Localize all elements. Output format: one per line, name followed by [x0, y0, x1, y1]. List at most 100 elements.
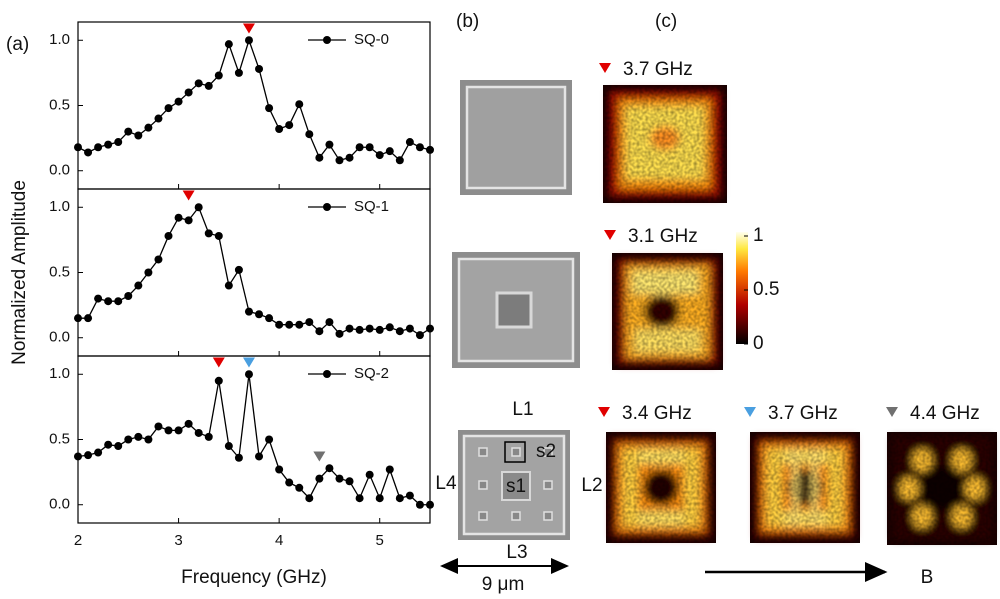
data-point [185, 88, 193, 96]
data-point [366, 325, 374, 333]
data-point [416, 143, 424, 151]
edge-label: L1 [512, 399, 533, 420]
data-point [265, 104, 273, 112]
data-point [386, 147, 394, 155]
data-point [74, 452, 82, 460]
colorbar [736, 232, 748, 344]
data-point [335, 330, 343, 338]
data-point [386, 466, 394, 474]
edge-label: L4 [435, 473, 457, 494]
data-point [235, 454, 243, 462]
data-point [154, 255, 162, 263]
data-point [275, 321, 283, 329]
data-point [265, 314, 273, 322]
data-point [305, 494, 313, 502]
data-point [335, 475, 343, 483]
data-point [74, 314, 82, 322]
data-point [325, 141, 333, 149]
data-point [396, 327, 404, 335]
data-point [265, 436, 273, 444]
series-line [78, 40, 430, 160]
colorbar-tick-label: 0 [753, 333, 764, 354]
data-point [285, 121, 293, 129]
peak-marker [213, 358, 225, 368]
data-point [255, 310, 263, 318]
legend-label: SQ-1 [354, 198, 389, 215]
heatmap [603, 85, 727, 203]
scale-label: 9 μm [482, 574, 525, 595]
series-line [78, 207, 430, 335]
heatmap [750, 432, 860, 543]
data-point [114, 297, 122, 305]
data-point [175, 214, 183, 222]
heatmap [887, 432, 997, 545]
y-tick-label: 1.0 [49, 31, 70, 48]
data-point [245, 308, 253, 316]
data-point [134, 132, 142, 140]
data-point [325, 464, 333, 472]
heatmap [612, 253, 723, 370]
data-point [165, 426, 173, 434]
mode-marker [744, 407, 756, 417]
data-point [295, 321, 303, 329]
heatmap-grain [603, 85, 727, 203]
x-tick-label: 4 [275, 532, 283, 549]
data-point [356, 326, 364, 334]
figure: (a) (b) (c) L1 L2 L3 L4 s1 s2 9 μm B 0.0… [0, 0, 1000, 599]
heatmap-grain [887, 432, 997, 545]
data-point [165, 232, 173, 240]
data-point [346, 154, 354, 162]
data-point [235, 266, 243, 274]
data-point [104, 441, 112, 449]
data-point [335, 156, 343, 164]
legend-marker [323, 36, 331, 44]
data-point [134, 433, 142, 441]
y-tick-label: 0.5 [49, 263, 70, 280]
x-tick-label: 5 [376, 532, 384, 549]
x-axis-label: Frequency (GHz) [181, 567, 327, 588]
panel-label: (a) [6, 34, 29, 55]
data-point [215, 71, 223, 79]
data-point [285, 321, 293, 329]
legend-marker [323, 370, 331, 378]
square-label: s2 [536, 441, 556, 462]
legend-marker [323, 203, 331, 211]
data-point [426, 501, 434, 509]
data-point [84, 451, 92, 459]
data-point [396, 494, 404, 502]
y-tick-label: 0.0 [49, 329, 70, 346]
data-point [416, 331, 424, 339]
data-point [315, 154, 323, 162]
data-point [325, 318, 333, 326]
data-point [205, 433, 213, 441]
data-point [275, 125, 283, 133]
data-point [175, 98, 183, 106]
data-point [376, 494, 384, 502]
data-point [195, 429, 203, 437]
data-point [255, 65, 263, 73]
data-point [255, 452, 263, 460]
legend-label: SQ-2 [354, 365, 389, 382]
data-point [124, 128, 132, 136]
data-point [406, 492, 414, 500]
data-point [356, 494, 364, 502]
data-point [295, 100, 303, 108]
data-point [225, 282, 233, 290]
data-point [195, 79, 203, 87]
data-point [376, 326, 384, 334]
data-point [84, 314, 92, 322]
heatmap-grain [750, 432, 860, 543]
data-point [205, 229, 213, 237]
data-point [396, 156, 404, 164]
heatmap [606, 432, 716, 543]
square-label: s1 [506, 476, 526, 497]
field-label: B [921, 567, 934, 588]
peak-marker [313, 451, 325, 461]
y-tick-label: 1.0 [49, 365, 70, 382]
data-point [74, 143, 82, 151]
peak-marker [243, 24, 255, 34]
data-point [356, 143, 364, 151]
data-point [175, 426, 183, 434]
data-point [376, 151, 384, 159]
data-point [104, 297, 112, 305]
